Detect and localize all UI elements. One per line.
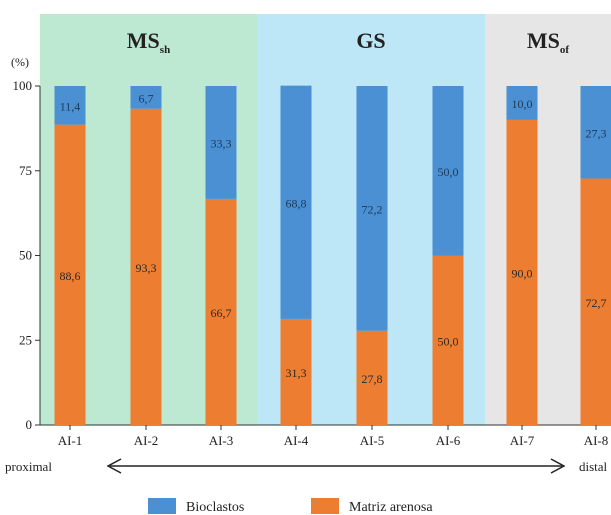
bar-bioclastos-AI-3 (205, 86, 237, 199)
arrow-left-head (106, 458, 122, 474)
data-label-matriz: 31,3 (286, 366, 307, 380)
bar-matriz-AI-4 (280, 318, 312, 425)
bar-matriz-AI-3 (205, 198, 237, 425)
bar-matriz-AI-2 (130, 108, 162, 425)
data-label-matriz: 72,7 (586, 296, 607, 310)
region-label: MSof (527, 28, 570, 56)
y-tick-label: 50 (19, 248, 32, 263)
x-tick-label: AI-2 (134, 433, 159, 448)
bar-matriz-AI-8 (580, 178, 611, 425)
legend-label: Bioclastos (186, 500, 244, 515)
bar-matriz-AI-1 (54, 124, 86, 426)
x-tick-label: AI-6 (436, 433, 461, 448)
bar-matriz-AI-6 (432, 255, 464, 425)
data-label-bioclastos: 33,3 (211, 136, 232, 150)
region-label: MSsh (127, 28, 170, 56)
y-axis-label: (%) (11, 55, 29, 69)
bar-bioclastos-AI-5 (356, 86, 388, 331)
x-axis: AI-1 AI-2 AI-3 AI-4 AI-5 AI-6 AI-7 AI-8 proximal… (5, 425, 608, 474)
data-label-bioclastos: 6,7 (139, 91, 154, 105)
data-label-matriz: 88,6 (60, 269, 81, 283)
bar-bioclastos-AI-4 (280, 85, 312, 319)
data-label-matriz: 50,0 (438, 334, 459, 348)
bars: 88,6 11,4 93,3 6,7 66,7 33,3 31,3 68,8 27,8 72,2 5… (54, 85, 611, 426)
bar-bioclastos-AI-6 (432, 86, 464, 256)
data-label-matriz: 66,7 (211, 306, 232, 320)
y-tick-label: 25 (19, 332, 32, 347)
legend-swatch (311, 498, 339, 514)
data-label-bioclastos: 50,0 (438, 165, 459, 179)
data-label-bioclastos: 27,3 (586, 126, 607, 140)
x-tick-label: AI-3 (209, 433, 234, 448)
x-tick-label: AI-1 (58, 433, 83, 448)
bar-bioclastos-AI-1 (54, 86, 86, 125)
x-tick-label: AI-8 (584, 433, 609, 448)
bar-bioclastos-AI-8 (580, 86, 611, 179)
y-tick-label: 100 (13, 78, 33, 93)
data-label-bioclastos: 11,4 (60, 99, 81, 113)
bar-bioclastos-AI-7 (506, 86, 538, 120)
data-label-bioclastos: 72,2 (362, 202, 383, 216)
x-tick-label: AI-4 (284, 433, 309, 448)
data-label-bioclastos: 68,8 (286, 196, 307, 210)
y-axis: (%) 0 25 50 75 100 (11, 55, 611, 432)
y-tick-label: 75 (19, 163, 32, 178)
x-tick-label: AI-5 (360, 433, 385, 448)
region-label: GS (356, 28, 385, 53)
legend-label: Matriz arenosa (349, 500, 433, 515)
arrow-right-head (550, 458, 566, 474)
data-label-bioclastos: 10,0 (512, 97, 533, 111)
data-label-matriz: 27,8 (362, 372, 383, 386)
y-tick-label: 0 (26, 417, 33, 432)
data-label-matriz: 90,0 (512, 266, 533, 280)
bar-matriz-AI-7 (506, 119, 538, 426)
bar-bioclastos-AI-2 (130, 86, 162, 109)
legend-swatch (148, 498, 176, 514)
distal-label: distal (579, 459, 608, 474)
legend: Bioclastos Matriz arenosa (148, 498, 433, 515)
x-tick-label: AI-7 (510, 433, 535, 448)
data-label-matriz: 93,3 (136, 261, 157, 275)
proximal-label: proximal (5, 459, 52, 474)
bar-matriz-AI-5 (356, 330, 388, 425)
